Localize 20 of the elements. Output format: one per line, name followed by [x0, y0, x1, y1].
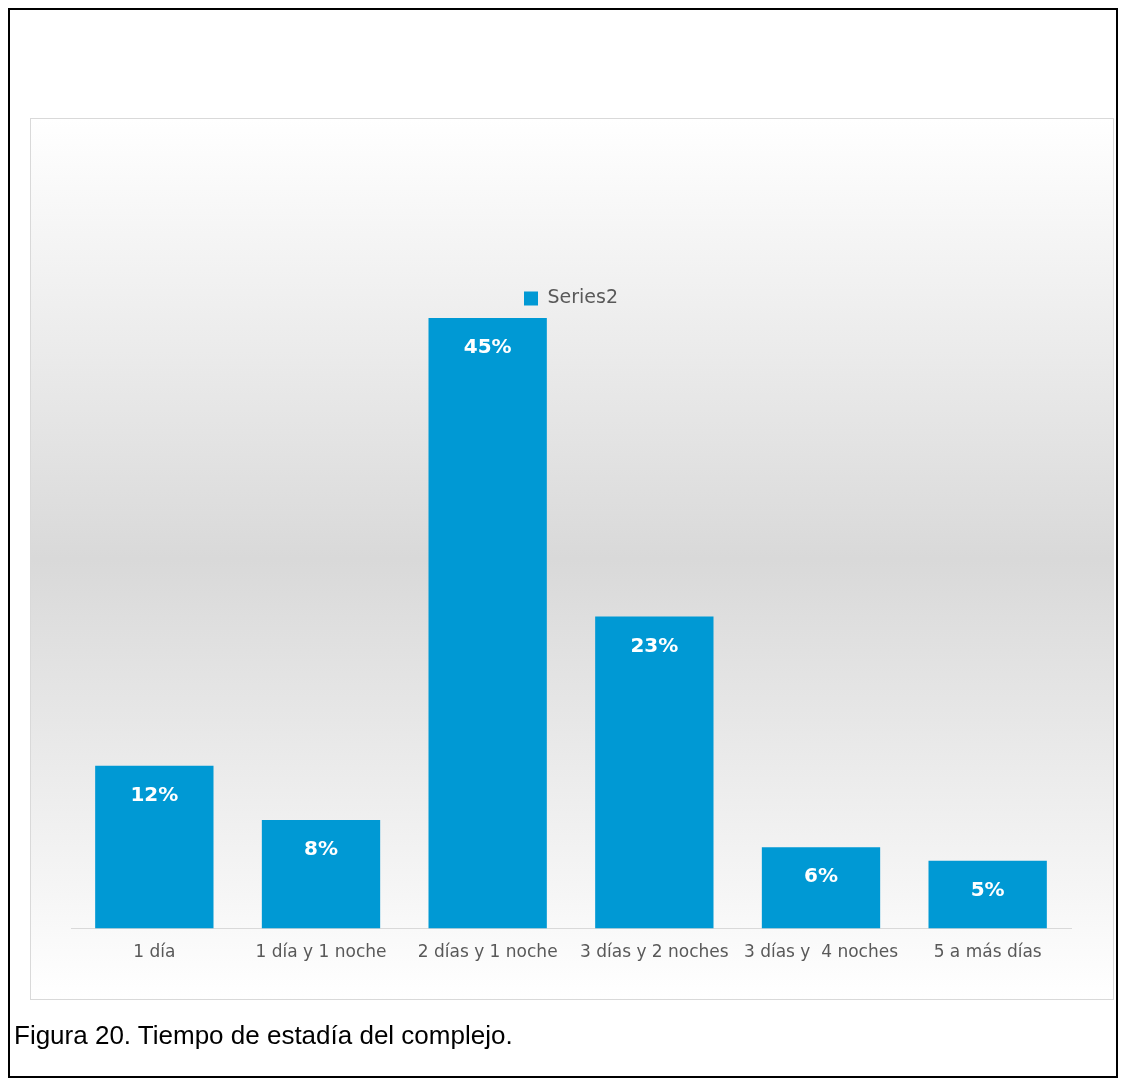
bar [761, 847, 881, 929]
data-label: 8% [304, 836, 338, 861]
bar [428, 318, 547, 929]
data-label: 45% [463, 334, 512, 359]
x-tick-label: 3 días y 4 noches [743, 941, 899, 962]
x-tick-label: 1 día [133, 941, 176, 962]
data-label: 23% [630, 632, 679, 657]
data-label: 6% [804, 863, 838, 888]
x-tick-label: 3 días y 2 noches [579, 941, 729, 962]
x-tick-label: 1 día y 1 noche [255, 941, 387, 962]
data-label: 5% [970, 876, 1005, 901]
bar [95, 765, 214, 929]
bar [928, 860, 1047, 929]
bar [261, 820, 381, 929]
data-label: 12% [130, 781, 179, 806]
legend-label: Series2 [547, 285, 619, 308]
bar [595, 616, 714, 929]
x-tick-label: 5 a más días [933, 941, 1042, 962]
text: Figura 20. Tiempo de estadía del complejo. [14, 1020, 513, 1051]
x-tick-label: 2 días y 1 noche [417, 941, 558, 962]
